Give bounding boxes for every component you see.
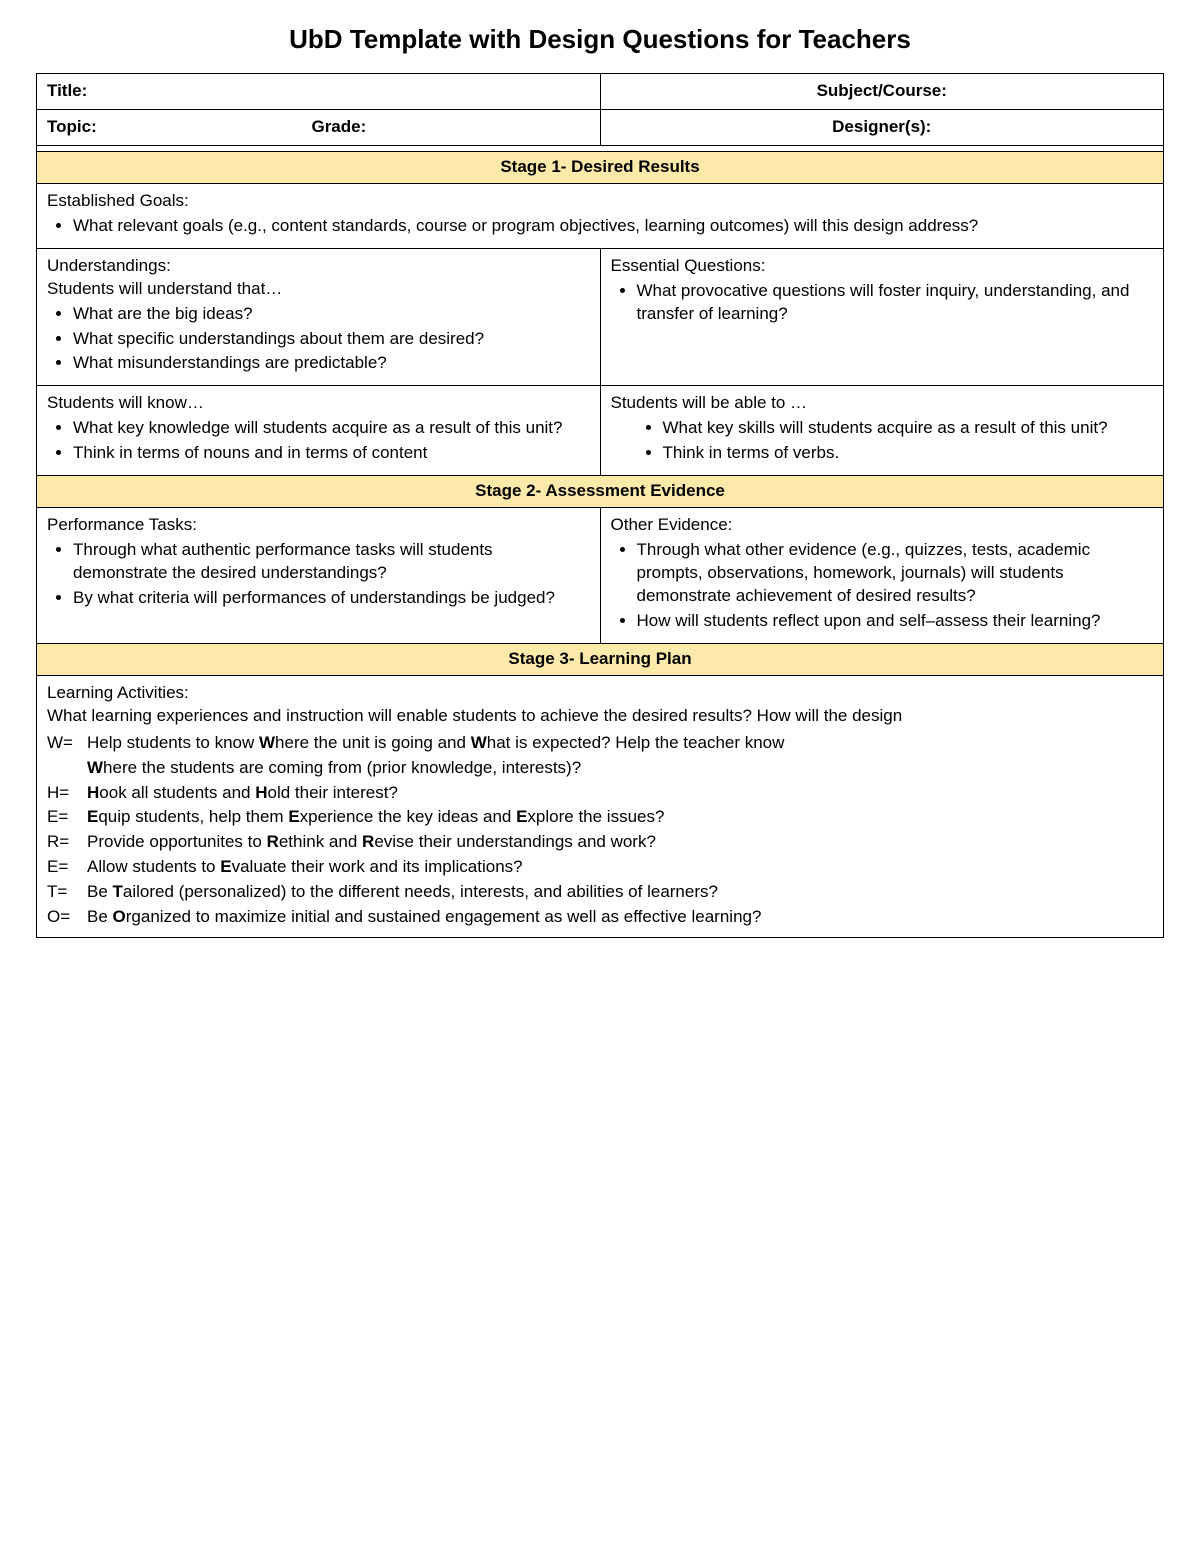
whereto-text: Be Tailored (personalized) to the differ… [87,881,1153,904]
essential-questions-bullet-1: What provocative questions will foster i… [637,280,1154,326]
understandings-bullet-2: What specific understandings about them … [73,328,590,351]
other-evidence-bullet-2: How will students reflect upon and self–… [637,610,1154,633]
whereto-line-0: W=Help students to know Where the unit i… [47,732,1153,755]
whereto-line-4: E=Allow students to Evaluate their work … [47,856,1153,879]
whereto-text: Help students to know Where the unit is … [87,732,1153,755]
whereto-line-1: H=Hook all students and Hold their inter… [47,782,1153,805]
students-know-bullet-1: What key knowledge will students acquire… [73,417,590,440]
whereto-key: O= [47,906,87,929]
learning-activities-heading: Learning Activities: [47,682,1153,705]
stage1-banner-row: Stage 1- Desired Results [37,151,1164,183]
established-goals-bullet: What relevant goals (e.g., content stand… [73,215,1153,238]
performance-tasks-heading: Performance Tasks: [47,514,590,537]
whereto-text: Equip students, help them Experience the… [87,806,1153,829]
students-know-bullet-2: Think in terms of nouns and in terms of … [73,442,590,465]
header-row-2: Topic: Grade: Designer(s): [37,109,1164,145]
performance-other-row: Performance Tasks: Through what authenti… [37,508,1164,644]
performance-tasks-bullet-1: Through what authentic performance tasks… [73,539,590,585]
whereto-key: E= [47,806,87,829]
learning-activities-row: Learning Activities: What learning exper… [37,675,1164,937]
know-able-row: Students will know… What key knowledge w… [37,386,1164,476]
students-able-bullet-2: Think in terms of verbs. [663,442,1154,465]
understandings-bullet-3: What misunderstandings are predictable? [73,352,590,375]
whereto-line-6: O=Be Organized to maximize initial and s… [47,906,1153,929]
established-goals-row: Established Goals: What relevant goals (… [37,183,1164,248]
ubd-template-table: Title: Subject/Course: Topic: Grade: Des… [36,73,1164,938]
whereto-line-2: E=Equip students, help them Experience t… [47,806,1153,829]
students-able-heading: Students will be able to … [611,392,1154,415]
whereto-list: W=Help students to know Where the unit i… [47,732,1153,930]
whereto-key: W= [47,732,87,755]
designer-label: Designer(s): [832,117,931,136]
whereto-line-5: T=Be Tailored (personalized) to the diff… [47,881,1153,904]
essential-questions-heading: Essential Questions: [611,255,1154,278]
established-goals-heading: Established Goals: [47,190,1153,213]
whereto-key: H= [47,782,87,805]
understandings-heading: Understandings: [47,255,590,278]
whereto-text-cont: Where the students are coming from (prio… [87,757,1153,780]
whereto-text: Provide opportunites to Rethink and Revi… [87,831,1153,854]
subject-course-label: Subject/Course: [817,81,947,100]
stage3-banner-row: Stage 3- Learning Plan [37,643,1164,675]
understandings-essential-row: Understandings: Students will understand… [37,248,1164,386]
learning-activities-intro: What learning experiences and instructio… [47,705,1153,728]
whereto-key: R= [47,831,87,854]
header-row-1: Title: Subject/Course: [37,74,1164,110]
performance-tasks-bullet-2: By what criteria will performances of un… [73,587,590,610]
stage2-banner: Stage 2- Assessment Evidence [37,476,1164,508]
page-title: UbD Template with Design Questions for T… [36,24,1164,55]
students-able-bullet-1: What key skills will students acquire as… [663,417,1154,440]
whereto-text: Hook all students and Hold their interes… [87,782,1153,805]
students-know-heading: Students will know… [47,392,590,415]
understandings-bullet-1: What are the big ideas? [73,303,590,326]
whereto-text: Be Organized to maximize initial and sus… [87,906,1153,929]
stage1-banner: Stage 1- Desired Results [37,151,1164,183]
stage3-banner: Stage 3- Learning Plan [37,643,1164,675]
understandings-sub: Students will understand that… [47,278,590,301]
other-evidence-bullet-1: Through what other evidence (e.g., quizz… [637,539,1154,608]
whereto-text: Allow students to Evaluate their work an… [87,856,1153,879]
stage2-banner-row: Stage 2- Assessment Evidence [37,476,1164,508]
whereto-key: E= [47,856,87,879]
title-label: Title: [47,81,87,100]
other-evidence-heading: Other Evidence: [611,514,1154,537]
grade-label: Grade: [311,116,366,139]
whereto-line-3: R=Provide opportunites to Rethink and Re… [47,831,1153,854]
whereto-key: T= [47,881,87,904]
topic-label: Topic: [47,117,97,136]
